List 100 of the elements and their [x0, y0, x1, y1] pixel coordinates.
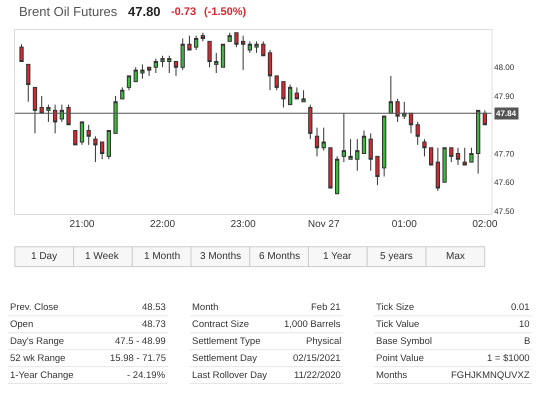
candlestick [328, 147, 333, 189]
x-tick-label: Nov 27 [308, 218, 340, 230]
candlestick [86, 124, 91, 146]
candlestick [113, 95, 118, 134]
candlestick [476, 110, 480, 174]
candlestick [402, 101, 406, 120]
text: 1 Day [31, 251, 58, 262]
text: 1 Week [85, 251, 120, 262]
candlestick [167, 55, 172, 74]
candlestick [73, 130, 78, 146]
candlestick [154, 58, 158, 74]
candlestick [388, 75, 394, 114]
text: 0.01 [511, 302, 530, 313]
candlestick [368, 132, 373, 172]
candlestick [187, 35, 192, 50]
text: Base Symbol [376, 336, 432, 347]
candlestick [93, 136, 98, 163]
text: FGHJKMNQUVXZ [451, 370, 530, 381]
candlestick [416, 121, 420, 146]
candlestick [46, 104, 51, 122]
candlestick [342, 112, 346, 163]
candlestick [442, 147, 447, 183]
candlestick [281, 81, 286, 108]
text: 1 Year [323, 251, 352, 262]
candlestick [268, 49, 272, 91]
candlestick [322, 127, 326, 152]
candlestick [355, 138, 360, 172]
x-tick-label: 01:00 [392, 218, 418, 230]
text: 52 wk Range [10, 353, 66, 364]
candlestick [66, 104, 71, 126]
candlestick [200, 32, 205, 42]
candlestick [469, 147, 474, 163]
candlestick [408, 112, 414, 134]
candlestick [422, 138, 427, 157]
text: Settlement Type [192, 336, 260, 347]
candlestick [436, 147, 440, 192]
candlestick [126, 75, 132, 91]
candlestick [348, 138, 353, 160]
text: 15.98 - 71.75 [110, 353, 166, 364]
candlestick [207, 40, 212, 68]
text: (-1.50%) [204, 6, 247, 18]
text: Months [376, 370, 408, 381]
text: Tick Size [376, 302, 414, 313]
text: 3 Months [200, 251, 242, 262]
candlestick [301, 90, 306, 102]
candlestick [274, 75, 279, 91]
text: Day's Range [10, 336, 64, 347]
text: 1 = $1000 [487, 353, 530, 364]
candlestick [428, 147, 434, 166]
candlestick [134, 66, 138, 82]
text: Point Value [376, 353, 424, 364]
candlestick [482, 110, 488, 126]
text: Last Rollover Day [192, 370, 268, 381]
text: Contract Size [192, 319, 250, 330]
text: Prev. Close [10, 302, 58, 313]
candlestick [120, 86, 124, 100]
candlestick [294, 86, 299, 100]
text: 02/15/2021 [293, 353, 341, 364]
candlestick [19, 44, 24, 62]
candlestick [254, 40, 259, 54]
text: 1-Year Change [10, 370, 74, 381]
text: 47.5 - 48.99 [115, 336, 166, 347]
x-tick-label: 02:00 [472, 218, 498, 230]
ref-line-label: 47.84 [496, 109, 517, 118]
text: - 24.19% [127, 370, 166, 381]
text: 6 Months [259, 251, 300, 262]
y-tick-label: 47.50 [494, 206, 515, 216]
text: 10 [519, 319, 530, 330]
text: 5 years [380, 251, 413, 262]
candlestick [314, 127, 320, 157]
candlestick [334, 156, 340, 194]
text: 1,000 Barrels [284, 319, 341, 330]
text: 48.73 [142, 319, 166, 330]
text: 1 Month [144, 251, 180, 262]
text: 11/22/2020 [294, 370, 341, 381]
candlestick [308, 104, 312, 140]
candlestick [220, 44, 226, 68]
candlestick [214, 52, 218, 74]
x-tick-label: 21:00 [69, 218, 95, 230]
candlestick [456, 147, 460, 166]
y-tick-label: 47.60 [494, 178, 515, 188]
candlestick [174, 60, 178, 76]
text: Physical [306, 336, 342, 347]
candlestick [100, 142, 104, 160]
y-tick-label: 47.90 [494, 92, 515, 101]
text: B [524, 336, 530, 347]
candlestick [362, 130, 366, 154]
candlestick [240, 35, 246, 71]
candlestick [146, 66, 152, 76]
candlestick [160, 55, 165, 68]
candlestick [32, 86, 38, 134]
candlestick [140, 64, 145, 80]
chart-subtitle: 47.80 [128, 4, 161, 19]
candlestick [228, 32, 232, 42]
y-tick-label: 48.00 [494, 63, 515, 72]
candlestick [375, 156, 380, 186]
candlestick [26, 64, 30, 102]
candlestick [106, 130, 111, 160]
candlestick [234, 32, 239, 48]
candlestick [395, 98, 400, 122]
